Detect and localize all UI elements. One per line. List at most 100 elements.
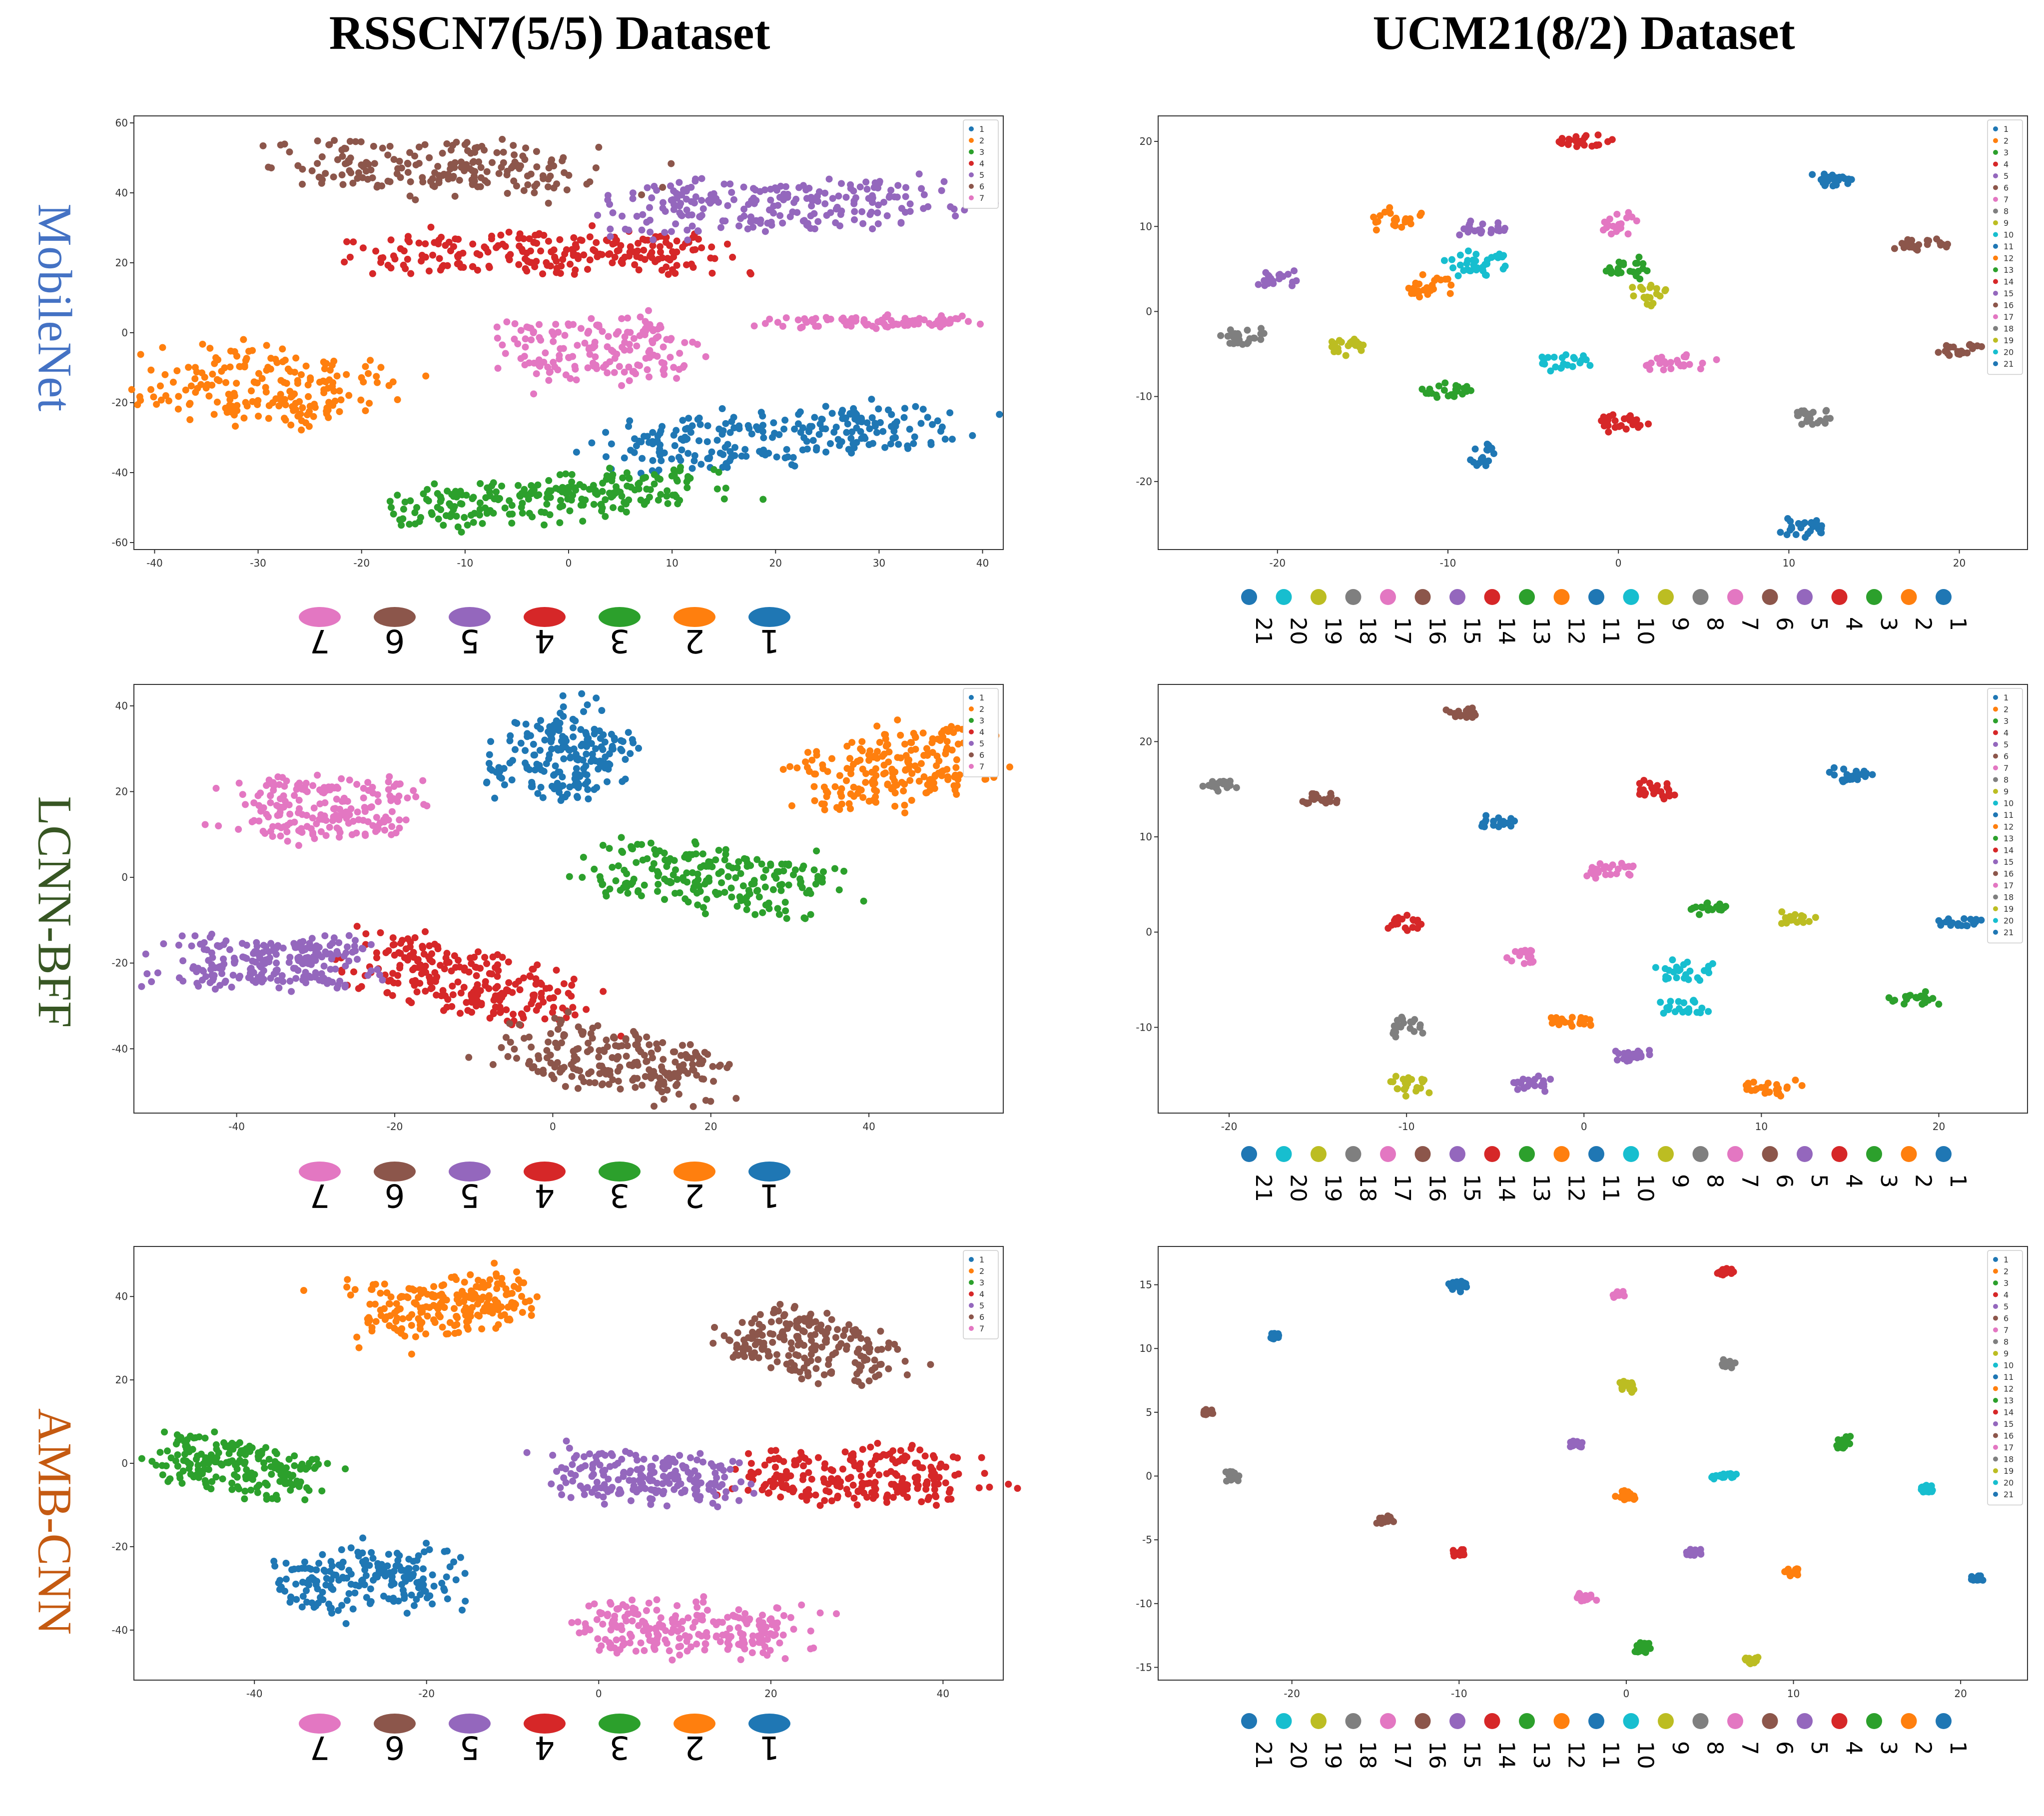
data-point <box>1641 791 1648 798</box>
data-point <box>541 522 548 529</box>
data-point <box>724 202 731 209</box>
data-point <box>722 485 729 492</box>
data-point <box>945 320 952 327</box>
data-point <box>541 1016 548 1023</box>
data-point <box>416 160 423 167</box>
data-point <box>512 320 519 327</box>
legend-marker <box>1993 232 1998 237</box>
data-point <box>1667 359 1674 366</box>
data-point <box>478 143 485 150</box>
data-point <box>617 746 624 753</box>
data-point <box>214 942 221 949</box>
data-point <box>750 185 757 192</box>
data-point <box>352 138 359 145</box>
data-point <box>404 1610 411 1617</box>
data-point <box>1631 1051 1638 1058</box>
legend-number: 11 <box>1598 617 1623 645</box>
data-point <box>1613 211 1620 218</box>
legend-label: 3 <box>979 716 984 725</box>
data-point <box>1813 517 1820 524</box>
data-point <box>1667 365 1674 372</box>
legend-number: 2 <box>684 622 705 659</box>
data-point <box>455 1293 462 1300</box>
data-point <box>1469 704 1476 711</box>
data-point <box>186 416 193 423</box>
data-point <box>394 396 401 403</box>
data-point <box>600 842 607 849</box>
data-point <box>241 1488 248 1495</box>
data-point <box>719 405 726 412</box>
data-point <box>222 379 229 386</box>
data-point <box>514 340 521 347</box>
data-point <box>689 465 696 472</box>
data-point <box>505 959 512 966</box>
data-point <box>412 793 419 800</box>
data-point <box>766 206 773 213</box>
data-point <box>435 516 442 523</box>
data-point <box>595 1054 602 1061</box>
data-point <box>233 380 240 387</box>
data-point <box>478 1325 485 1332</box>
data-point <box>391 941 398 948</box>
data-point <box>944 773 951 780</box>
data-point <box>795 316 802 323</box>
y-tick-label: 10 <box>1140 220 1152 232</box>
data-point <box>272 395 279 402</box>
data-point <box>373 954 380 961</box>
legend-swatch-9 <box>1658 589 1674 605</box>
data-point <box>388 831 395 838</box>
data-point <box>282 417 289 424</box>
data-point <box>467 1308 474 1315</box>
data-point <box>1657 293 1664 300</box>
data-point <box>540 172 547 179</box>
data-point <box>639 455 646 462</box>
data-point <box>928 441 935 448</box>
data-point <box>455 490 462 497</box>
data-point <box>581 340 588 347</box>
data-point <box>509 502 516 509</box>
data-point <box>434 163 441 170</box>
data-point <box>375 798 382 805</box>
data-point <box>1402 924 1409 931</box>
data-point <box>335 1562 342 1569</box>
data-point <box>773 868 780 875</box>
data-point <box>911 433 918 440</box>
legend-swatch-3 <box>1866 1146 1882 1162</box>
data-point <box>606 1081 613 1088</box>
data-point <box>572 484 579 491</box>
data-point <box>1587 1022 1594 1029</box>
data-point <box>617 489 624 496</box>
data-point <box>571 976 578 983</box>
data-point <box>530 992 537 999</box>
data-point <box>699 850 706 857</box>
x-tick-label: 30 <box>873 557 885 569</box>
data-point <box>760 874 767 881</box>
legend-marker <box>969 718 974 723</box>
data-point <box>920 729 927 736</box>
data-point <box>537 363 544 370</box>
data-point <box>386 792 393 799</box>
data-point <box>1947 922 1954 929</box>
data-point <box>625 423 632 430</box>
x-tick-label: -10 <box>1398 1121 1415 1133</box>
data-point <box>1399 1016 1406 1023</box>
legend-number: 12 <box>1563 617 1589 645</box>
data-point <box>561 980 568 987</box>
data-point <box>355 169 362 176</box>
data-point <box>438 1298 445 1305</box>
data-point <box>154 969 161 976</box>
data-point <box>1630 417 1637 424</box>
legend-number: 19 <box>1320 1174 1346 1202</box>
data-point <box>631 335 638 342</box>
data-point <box>852 194 859 201</box>
data-point <box>319 1551 326 1558</box>
data-point <box>535 980 542 987</box>
data-point <box>387 178 394 185</box>
data-point <box>344 160 351 167</box>
data-point <box>1398 224 1405 231</box>
data-point <box>689 869 696 876</box>
legend-swatch-15 <box>1449 589 1465 605</box>
data-point <box>1798 912 1805 919</box>
data-point <box>329 952 336 959</box>
data-point <box>523 721 530 728</box>
